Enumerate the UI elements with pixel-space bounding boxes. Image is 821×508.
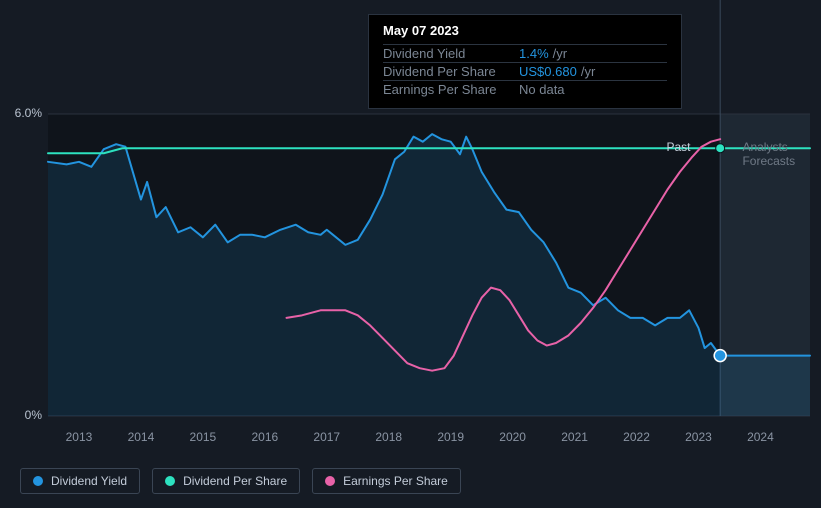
legend-item-dividend-per-share[interactable]: Dividend Per Share [152,468,300,494]
tooltip-row-value: 1.4% [519,46,549,61]
tooltip-row-suffix: /yr [581,64,595,79]
tooltip-row-value: US$0.680 [519,64,577,79]
x-tick-label: 2017 [313,430,340,444]
tooltip-rows: Dividend Yield1.4%/yrDividend Per ShareU… [383,44,667,98]
tooltip-row-value: No data [519,82,565,97]
tooltip-row-label: Dividend Yield [383,46,519,61]
legend-item-dividend-yield[interactable]: Dividend Yield [20,468,140,494]
legend-label: Dividend Yield [51,474,127,488]
tooltip-date: May 07 2023 [383,23,667,38]
x-tick-label: 2019 [437,430,464,444]
tooltip-row: Dividend Per ShareUS$0.680/yr [383,62,667,80]
x-tick-label: 2016 [251,430,278,444]
y-tick-label: 0% [4,408,42,422]
annotation-analysts-forecasts: Analysts Forecasts [742,140,821,168]
tooltip-row-label: Dividend Per Share [383,64,519,79]
x-tick-label: 2015 [190,430,217,444]
y-tick-label: 6.0% [4,106,42,120]
x-tick-label: 2022 [623,430,650,444]
legend-label: Earnings Per Share [343,474,448,488]
x-tick-label: 2018 [375,430,402,444]
tooltip-row: Dividend Yield1.4% /yr [383,44,667,62]
x-tick-label: 2021 [561,430,588,444]
legend-item-earnings-per-share[interactable]: Earnings Per Share [312,468,461,494]
x-tick-label: 2024 [747,430,774,444]
x-tick-label: 2014 [128,430,155,444]
legend: Dividend Yield Dividend Per Share Earnings… [20,468,461,494]
annotation-past: Past [666,140,690,154]
tooltip-row-suffix: /yr [553,46,567,61]
legend-label: Dividend Per Share [183,474,287,488]
dividend-chart: 0% 6.0% 2013 2014 2015 2016 2017 2018 2019 2020 2… [0,0,821,508]
legend-dot-icon [33,476,43,486]
x-tick-label: 2013 [66,430,93,444]
tooltip-row: Earnings Per ShareNo data [383,80,667,98]
x-tick-label: 2020 [499,430,526,444]
tooltip-row-label: Earnings Per Share [383,82,519,97]
chart-tooltip: May 07 2023 Dividend Yield1.4%/yrDividen… [368,14,682,109]
legend-dot-icon [165,476,175,486]
legend-dot-icon [325,476,335,486]
x-tick-label: 2023 [685,430,712,444]
